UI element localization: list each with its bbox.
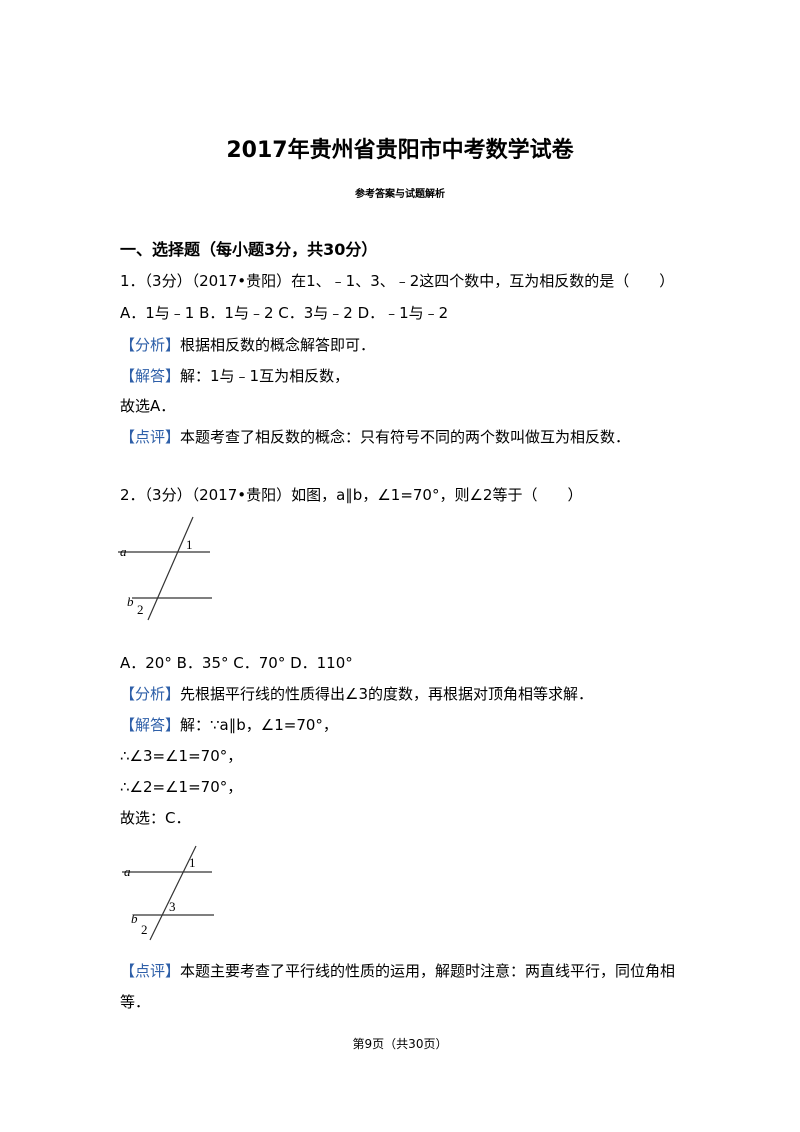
section-heading: 一、选择题（每小题3分，共30分） [120, 240, 378, 259]
options: A．1与﹣1 B．1与﹣2 C．3与﹣2 D．﹣1与﹣2 [120, 304, 449, 322]
text: 根据相反数的概念解答即可． [180, 336, 376, 354]
tag: 【解答】 [120, 716, 181, 734]
label: b [131, 911, 138, 926]
label: 3 [169, 899, 176, 914]
label: a [124, 864, 131, 879]
label: 1 [186, 537, 193, 552]
figure: a 1 3 b 2 [122, 845, 214, 941]
text: 本题考查了相反数的概念：只有符号不同的两个数叫做互为相反数． [180, 428, 631, 446]
text: 本题主要考查了平行线的性质的运用，解题时注意：两直线平行，同位角相等． [120, 962, 676, 1011]
figure: a 1 b 2 [118, 516, 212, 621]
subtitle: 参考答案与试题解析 [355, 189, 445, 200]
answer-line: 故选A． [120, 397, 176, 415]
tag: 【点评】 [120, 962, 181, 980]
analysis: 【分析】先根据平行线的性质得出∠3的度数，再根据对顶角相等求解． [120, 684, 593, 704]
label: 1 [189, 855, 196, 870]
question-stem: 2．（3分）（2017•贵阳）如图，a∥b，∠1=70°，则∠2等于（ ） [120, 486, 583, 504]
answer: 【解答】解：1与﹣1互为相反数， [120, 366, 349, 386]
comment: 【点评】本题主要考查了平行线的性质的运用，解题时注意：两直线平行，同位角相等． [120, 956, 685, 1018]
label: b [127, 594, 134, 609]
answer-line: 故选：C． [120, 809, 191, 827]
answer-line: ∴∠2=∠1=70°， [120, 778, 243, 796]
label: 2 [141, 922, 148, 937]
transversal [149, 845, 197, 941]
text: 解：1与﹣1互为相反数， [180, 367, 350, 385]
text: 解：∵a∥b，∠1=70°， [180, 716, 338, 734]
page-footer: 第9页（共30页） [352, 1037, 448, 1051]
label: 2 [137, 602, 144, 617]
analysis: 【分析】根据相反数的概念解答即可． [120, 335, 375, 355]
answer: 【解答】解：∵a∥b，∠1=70°， [120, 715, 338, 735]
tag: 【分析】 [120, 336, 181, 354]
title: 2017年贵州省贵阳市中考数学试卷 [226, 138, 574, 163]
options: A．20° B．35° C．70° D．110° [120, 654, 353, 672]
comment: 【点评】本题考查了相反数的概念：只有符号不同的两个数叫做互为相反数． [120, 427, 630, 447]
transversal [147, 516, 194, 621]
question-stem: 1．（3分）（2017•贵阳）在1、﹣1、3、﹣2这四个数中，互为相反数的是（ … [120, 272, 675, 290]
text: 先根据平行线的性质得出∠3的度数，再根据对顶角相等求解． [180, 685, 594, 703]
tag: 【分析】 [120, 685, 181, 703]
answer-line: ∴∠3=∠1=70°， [120, 747, 243, 765]
label: a [120, 544, 127, 559]
tag: 【点评】 [120, 428, 181, 446]
tag: 【解答】 [120, 367, 181, 385]
